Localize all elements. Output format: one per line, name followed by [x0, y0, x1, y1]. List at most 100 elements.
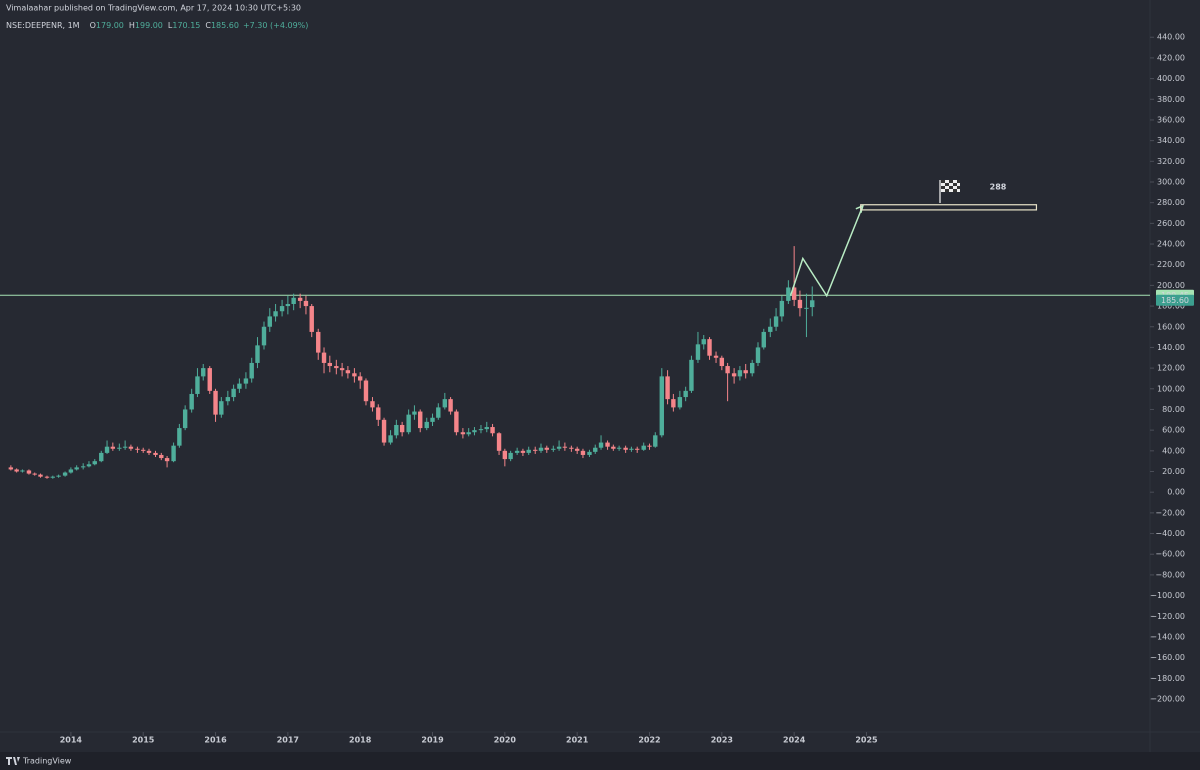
candle-body: [750, 362, 755, 374]
candle-body: [629, 448, 634, 450]
candle-body: [327, 362, 333, 367]
legend-text: H: [129, 21, 135, 30]
candle-body: [406, 414, 411, 433]
candle-body: [502, 450, 508, 460]
candle-body: [267, 316, 272, 327]
y-tick-label: 80.00: [1162, 405, 1185, 414]
candle-body: [363, 380, 369, 402]
candle-body: [412, 411, 417, 415]
candle-body: [255, 345, 260, 363]
target-zone: [860, 204, 1038, 211]
candle-body: [436, 407, 441, 418]
y-tick-label: 380.00: [1157, 95, 1185, 104]
candle-body: [117, 447, 122, 449]
candle-body: [574, 448, 580, 451]
candle-body: [171, 445, 176, 462]
candle-body: [768, 326, 773, 332]
candle-body: [551, 448, 556, 450]
y-tick-label: 240.00: [1157, 240, 1185, 249]
legend-text: +7.30 (+4.09%): [243, 21, 308, 30]
candle-body: [430, 417, 435, 422]
candle-body: [593, 447, 598, 452]
candle-body: [92, 461, 97, 465]
legend-text: 170.15: [172, 21, 200, 30]
candle-body: [182, 409, 188, 429]
y-tick-label: −100.00: [1150, 591, 1185, 600]
candle-body: [74, 467, 79, 470]
candle-body: [611, 446, 616, 449]
candle-body: [737, 370, 743, 377]
candle-body: [249, 362, 254, 379]
y-tick-label: 400.00: [1157, 74, 1185, 83]
candle-body: [755, 347, 761, 363]
candle-body: [635, 448, 640, 450]
candle-body: [779, 300, 785, 317]
candle-body: [671, 399, 676, 408]
publisher: Vimalaahar published on TradingView.com,…: [6, 4, 301, 13]
candle-body: [86, 464, 92, 467]
candle-body: [128, 446, 134, 449]
candle-body: [533, 449, 538, 451]
x-tick-label: 2019: [421, 736, 444, 745]
candle-body: [442, 399, 448, 408]
y-tick-label: 360.00: [1157, 115, 1185, 124]
y-tick-label: 200.00: [1157, 281, 1185, 290]
candle-body: [237, 383, 242, 389]
candle-body: [345, 370, 351, 374]
candle-body: [153, 452, 158, 455]
candle-body: [56, 475, 61, 477]
candle-body: [520, 450, 526, 453]
y-tick-label: −20.00: [1155, 508, 1185, 517]
y-tick-label: 0.00: [1167, 488, 1185, 497]
candle-body: [38, 474, 43, 477]
candle-body: [141, 449, 146, 451]
candle-body: [544, 447, 549, 450]
x-tick-label: 2017: [277, 736, 299, 745]
candle-body: [388, 435, 393, 443]
symbol-line: NSE:DEEPENR, 1M O179.00 H199.00 L170.15 C185…: [6, 21, 308, 30]
candle-body: [394, 424, 399, 436]
y-tick-label: −160.00: [1150, 653, 1185, 662]
candle-body: [569, 447, 574, 449]
candle-body: [316, 331, 321, 353]
y-tick-label: −40.00: [1155, 529, 1185, 538]
candle-body: [201, 368, 206, 377]
candle-body: [279, 306, 285, 312]
y-tick-label: 120.00: [1157, 364, 1185, 373]
candle-body: [297, 297, 303, 301]
y-tick-label: 420.00: [1157, 53, 1185, 62]
candle-body: [164, 458, 170, 462]
candle-body: [580, 450, 586, 455]
candle-body: [804, 307, 809, 309]
candle-body: [526, 449, 531, 453]
x-tick-label: 2016: [204, 736, 227, 745]
candle-body: [683, 390, 688, 398]
candle-body: [80, 466, 86, 468]
y-tick-label: 260.00: [1157, 219, 1185, 228]
candle-body: [725, 366, 730, 374]
x-tick-label: 2018: [349, 736, 372, 745]
candle-body: [370, 401, 375, 408]
candle-body: [791, 287, 797, 300]
y-tick-label: 160.00: [1157, 322, 1185, 331]
candle-body: [177, 428, 182, 446]
y-tick-label: 220.00: [1157, 260, 1185, 269]
y-tick-label: −80.00: [1155, 570, 1185, 579]
candle-body: [381, 419, 387, 443]
candle-body: [309, 306, 314, 332]
legend-text: 179.00: [96, 21, 124, 30]
price-axis: 440.00 420.00 400.00 380.00 360.00 340.00 320.…: [60, 33, 1185, 745]
candle-body: [659, 376, 664, 436]
candle-body: [357, 376, 363, 381]
candle-body: [695, 344, 701, 360]
candle-body: [146, 450, 152, 453]
target-label: 288: [990, 183, 1007, 192]
candle-body: [562, 446, 568, 448]
candle-body: [68, 469, 74, 473]
y-tick-label: −200.00: [1150, 694, 1185, 703]
brand: TradingView: [22, 757, 72, 766]
candle-body: [677, 397, 683, 408]
y-tick-label: 180.00: [1157, 302, 1185, 311]
candle-body: [460, 432, 466, 435]
legend-text: C: [205, 21, 211, 30]
